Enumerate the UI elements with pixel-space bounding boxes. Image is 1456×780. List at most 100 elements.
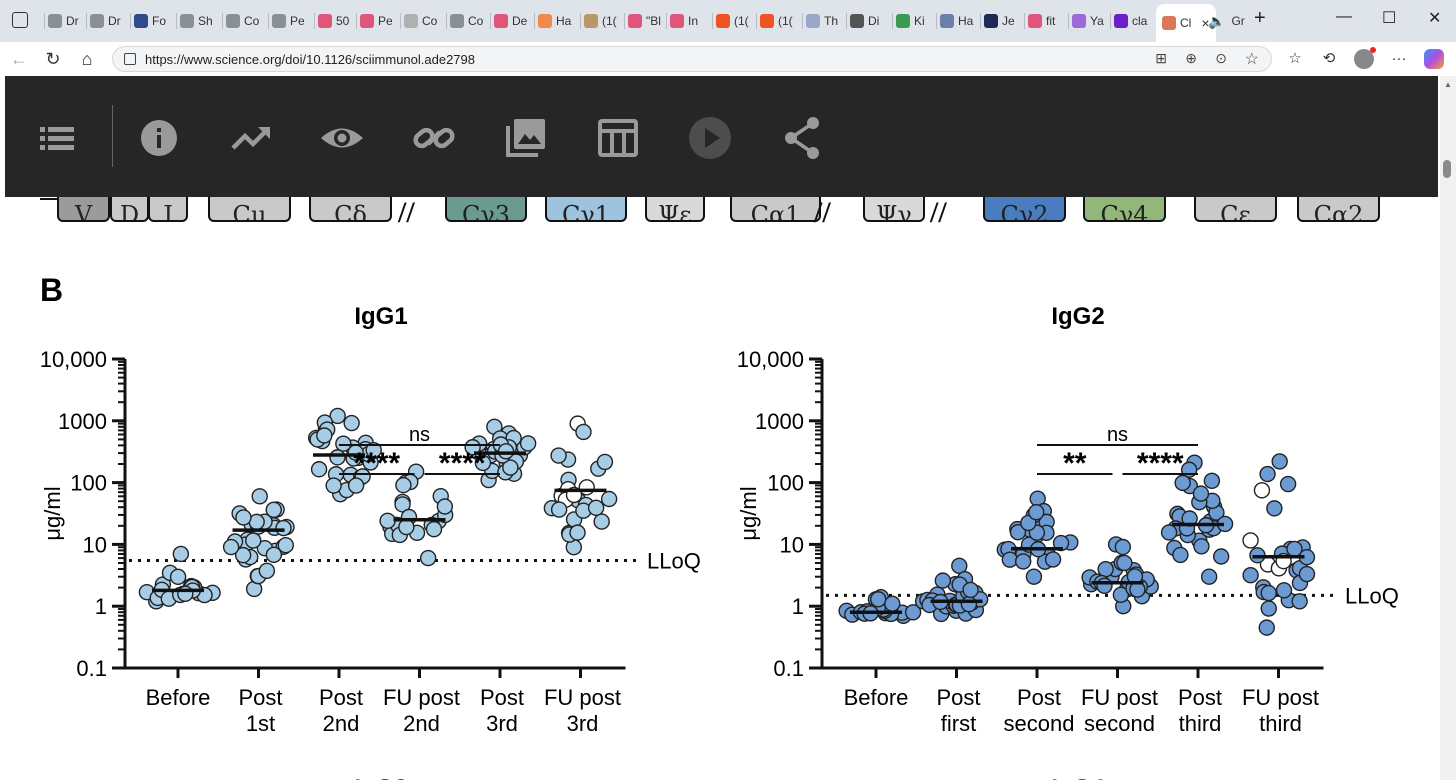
image-icon[interactable] <box>503 115 549 161</box>
tab-item[interactable]: De <box>494 6 527 36</box>
x-tick-label: Post <box>936 685 980 710</box>
tab-favicon-icon <box>1072 14 1086 28</box>
minimize-button[interactable]: — <box>1336 8 1352 25</box>
y-tick-label: 100 <box>767 471 804 496</box>
tab-item[interactable]: Pe <box>272 6 305 36</box>
maximize-button[interactable]: ☐ <box>1382 10 1397 27</box>
tab-item[interactable]: 50 <box>318 6 349 36</box>
scrollbar-thumb[interactable] <box>1443 160 1451 178</box>
tab-item[interactable]: Ya <box>1072 6 1104 36</box>
copilot-icon[interactable] <box>1424 49 1444 69</box>
avatar[interactable] <box>1354 47 1376 69</box>
data-point <box>1052 534 1070 552</box>
tab-item[interactable]: Di <box>850 6 879 36</box>
tab-item[interactable]: Th <box>806 6 838 36</box>
play-icon[interactable] <box>687 115 733 161</box>
zoom-icon[interactable]: ⊕ <box>1185 50 1197 66</box>
table-icon[interactable] <box>595 115 641 161</box>
tab-item[interactable]: Fo <box>134 6 166 36</box>
tab-item[interactable]: In <box>670 6 698 36</box>
eye-icon[interactable] <box>319 115 365 161</box>
trending-icon[interactable] <box>228 115 274 161</box>
tab-separator <box>712 13 713 29</box>
tab-item[interactable]: Co <box>450 6 483 36</box>
share-icon[interactable] <box>779 115 825 161</box>
tab-item[interactable]: Pe <box>360 6 393 36</box>
favorite-star-icon[interactable]: ☆ <box>1244 51 1259 68</box>
data-point <box>310 461 328 478</box>
tab-actions-button[interactable] <box>12 12 28 28</box>
data-point <box>1279 475 1297 493</box>
tab-item[interactable]: fit <box>1028 6 1055 36</box>
tab-item[interactable]: Ha <box>940 6 973 36</box>
tab-item[interactable]: (1( <box>584 6 617 36</box>
scroll-up-icon[interactable]: ▲ <box>1444 80 1452 89</box>
favorites-icon[interactable]: ☆ <box>1288 50 1302 67</box>
tab-item[interactable]: Dr <box>90 6 121 36</box>
url-text[interactable]: https://www.science.org/doi/10.1126/scii… <box>145 52 476 67</box>
menu-icon[interactable]: ··· <box>1391 50 1407 67</box>
tab-extra[interactable]: 🔈 Gr <box>1208 6 1245 36</box>
scatter-plot-igg1: IgG1 0.1 1 10 100 1000 10,000 μg/ml LLoQ Before Po… <box>40 303 701 736</box>
data-point <box>1097 560 1114 578</box>
close-tab-icon[interactable]: × <box>1201 15 1210 31</box>
tab-item[interactable]: Co <box>226 6 259 36</box>
data-point <box>1096 577 1113 594</box>
significance-label: **** <box>1137 447 1184 480</box>
close-window-button[interactable]: ✕ <box>1428 10 1442 27</box>
page-scrollbar[interactable]: ▲ <box>1440 76 1456 780</box>
link-icon[interactable] <box>411 115 457 161</box>
tab-separator <box>44 13 45 29</box>
data-point <box>329 407 346 425</box>
tab-item[interactable]: Je <box>984 6 1015 36</box>
data-point <box>1203 472 1221 490</box>
x-tick-label: Post <box>238 685 282 710</box>
data-point <box>177 585 194 603</box>
tab-favicon-icon <box>1114 14 1128 28</box>
tab-item[interactable]: "Bl <box>628 6 661 36</box>
tab-favicon-icon <box>272 14 286 28</box>
tab-item[interactable]: (1( <box>716 6 749 36</box>
data-point <box>1112 586 1130 604</box>
y-tick-label: 10 <box>83 532 107 557</box>
tab-favicon-icon <box>940 14 954 28</box>
tab-favicon-icon <box>806 14 820 28</box>
claude-favicon-icon <box>1162 16 1176 30</box>
data-point <box>870 591 887 608</box>
data-point <box>904 604 922 621</box>
y-axis-label: μg/ml <box>736 486 761 540</box>
data-point <box>347 477 365 494</box>
data-point <box>245 532 262 549</box>
tab-label: Ki <box>914 14 925 28</box>
tab-item[interactable]: (1( <box>760 6 793 36</box>
data-point <box>1172 546 1189 564</box>
data-point <box>593 513 610 530</box>
data-point <box>502 459 519 476</box>
reload-button[interactable]: ↻ <box>45 49 61 69</box>
tab-item[interactable]: Sh <box>180 6 213 36</box>
back-button[interactable]: ← <box>10 49 28 69</box>
tab-active[interactable]: Cl × <box>1156 4 1216 42</box>
new-tab-button[interactable]: + <box>1254 7 1266 29</box>
tab-separator <box>1024 13 1025 29</box>
tab-item[interactable]: Dr <box>48 6 79 36</box>
tab-item[interactable]: cla <box>1114 6 1147 36</box>
tab-item[interactable]: Ki <box>896 6 925 36</box>
url-bar[interactable]: https://www.science.org/doi/10.1126/scii… <box>112 46 1272 72</box>
list-icon[interactable] <box>34 115 80 161</box>
home-button[interactable]: ⌂ <box>81 49 93 69</box>
tab-separator <box>980 13 981 29</box>
history-icon[interactable]: ⟲ <box>1322 50 1336 67</box>
panel-label: B <box>40 272 63 308</box>
tab-label: "Bl <box>646 14 661 28</box>
chart-title: IgG1 <box>354 303 407 330</box>
x-tick-label: Before <box>844 685 909 710</box>
tab-item[interactable]: Co <box>404 6 437 36</box>
app-available-icon[interactable]: ⊞ <box>1155 50 1167 66</box>
more-page-icon[interactable]: ⊙ <box>1215 50 1227 66</box>
data-point <box>1174 474 1191 492</box>
tab-item[interactable]: Ha <box>538 6 571 36</box>
info-icon[interactable] <box>136 115 182 161</box>
